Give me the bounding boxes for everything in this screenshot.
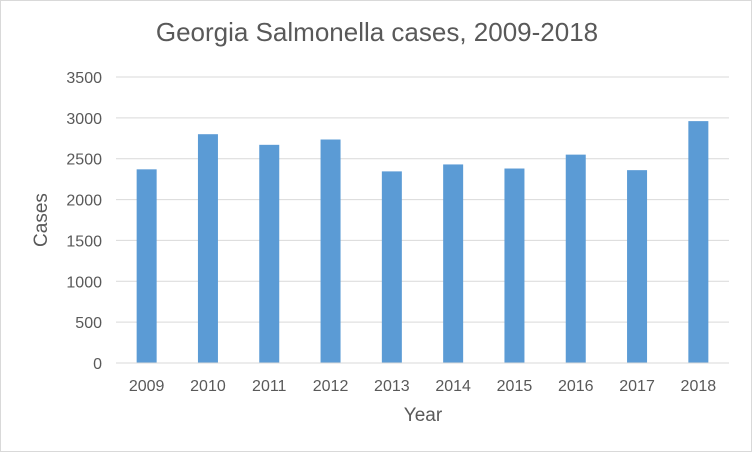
y-tick-label: 2500: [66, 152, 102, 169]
x-tick-label: 2012: [313, 378, 349, 395]
bar-2011: [259, 144, 280, 363]
bar-2016: [565, 154, 586, 363]
x-tick-label: 2011: [252, 378, 287, 395]
y-tick-label: 3000: [66, 111, 102, 128]
x-tick-label: 2010: [190, 378, 226, 395]
tick-labels: 0 500 1000 1500 2000 2500 3000 3500 2009 2010 2011…: [66, 70, 716, 395]
bar-2015: [504, 168, 525, 363]
gridlines: [116, 76, 729, 323]
x-tick-label: 2015: [497, 378, 533, 395]
y-tick-label: 500: [75, 315, 102, 332]
y-tick-label: 1500: [66, 233, 102, 250]
x-tick-label: 2009: [129, 378, 165, 395]
x-axis-title: Year: [404, 405, 443, 426]
x-tick-label: 2014: [435, 378, 471, 395]
x-tick-label: 2013: [374, 378, 410, 395]
x-tick-label: 2018: [681, 378, 717, 395]
y-tick-label: 2000: [66, 193, 102, 210]
bar-2010: [197, 134, 218, 363]
bar-2014: [443, 164, 464, 363]
y-tick-label: 0: [93, 356, 102, 373]
bars: [136, 121, 709, 363]
bar-2017: [627, 170, 648, 363]
x-tick-label: 2016: [558, 378, 594, 395]
y-tick-label: 1000: [66, 274, 102, 291]
bar-2013: [381, 171, 402, 363]
y-axis-title: Cases: [31, 193, 52, 247]
chart-title: Georgia Salmonella cases, 2009-2018: [155, 17, 599, 47]
x-tick-label: 2017: [619, 378, 655, 395]
y-tick-label: 3500: [66, 70, 102, 87]
bar-2012: [320, 139, 341, 363]
bar-2018: [688, 121, 709, 363]
bar-2009: [136, 169, 157, 363]
